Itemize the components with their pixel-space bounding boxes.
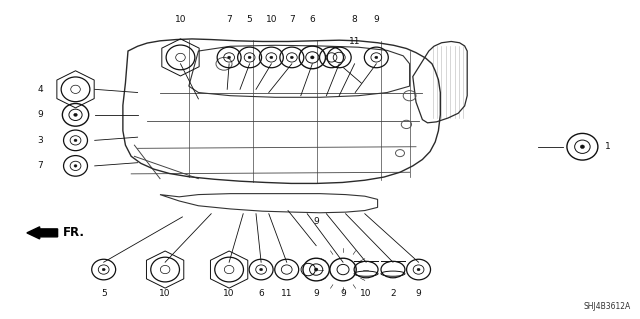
Ellipse shape — [270, 56, 273, 59]
Ellipse shape — [228, 56, 230, 59]
Text: 1: 1 — [605, 142, 611, 151]
Text: 10: 10 — [175, 15, 186, 24]
Text: 9: 9 — [416, 289, 421, 298]
Text: 5: 5 — [101, 289, 106, 298]
Ellipse shape — [314, 268, 318, 271]
Ellipse shape — [580, 145, 584, 149]
Ellipse shape — [310, 56, 314, 59]
Text: 9: 9 — [38, 110, 43, 119]
Text: 7: 7 — [227, 15, 232, 24]
Ellipse shape — [291, 56, 293, 59]
Text: 10: 10 — [266, 15, 277, 24]
Text: 11: 11 — [349, 37, 360, 46]
Text: 2: 2 — [390, 289, 396, 298]
Ellipse shape — [417, 268, 420, 271]
Text: 3: 3 — [38, 136, 43, 145]
Text: 6: 6 — [310, 15, 315, 24]
Text: 7: 7 — [38, 161, 43, 170]
Text: 10: 10 — [360, 289, 372, 298]
Text: 7: 7 — [289, 15, 294, 24]
Ellipse shape — [260, 268, 262, 271]
Ellipse shape — [375, 56, 378, 59]
Text: 4: 4 — [38, 85, 43, 94]
Text: 9: 9 — [314, 218, 319, 226]
Ellipse shape — [74, 113, 77, 116]
Text: 9: 9 — [314, 289, 319, 298]
Text: SHJ4B3612A: SHJ4B3612A — [583, 302, 630, 311]
Text: FR.: FR. — [63, 226, 84, 239]
Ellipse shape — [248, 56, 251, 59]
Ellipse shape — [102, 268, 105, 271]
Text: 6: 6 — [259, 289, 264, 298]
Text: 11: 11 — [281, 289, 292, 298]
Ellipse shape — [74, 139, 77, 142]
Text: 9: 9 — [374, 15, 379, 24]
Ellipse shape — [74, 165, 77, 167]
Text: 10: 10 — [223, 289, 235, 298]
FancyArrow shape — [27, 227, 58, 239]
Text: 8: 8 — [352, 15, 357, 24]
Text: 10: 10 — [159, 289, 171, 298]
Text: 5: 5 — [247, 15, 252, 24]
Text: 9: 9 — [340, 289, 346, 298]
